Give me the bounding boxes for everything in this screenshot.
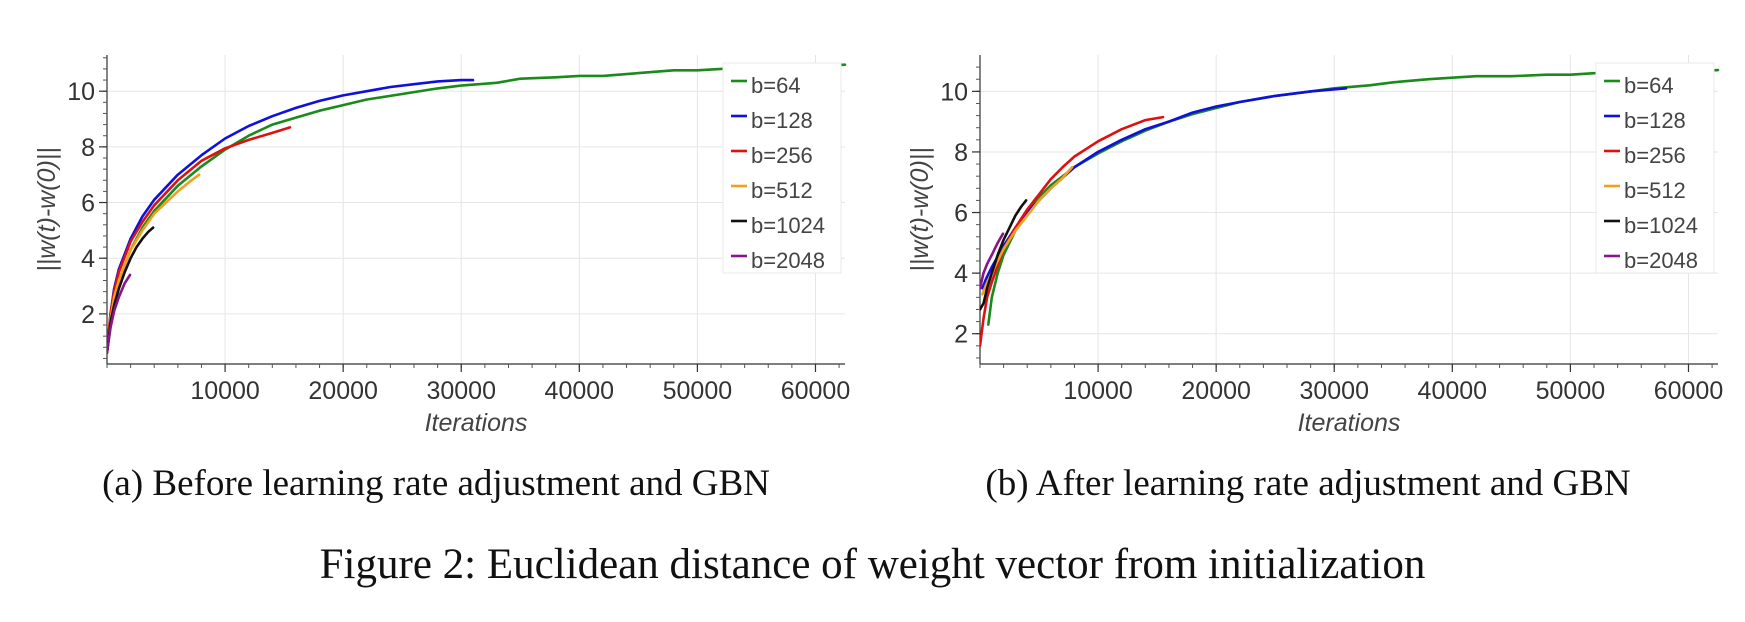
legend-label: b=1024 [751, 213, 825, 238]
series-line-b=64 [107, 63, 847, 355]
x-tick-label: 60000 [1654, 377, 1724, 405]
series-line-b=128 [981, 87, 1348, 290]
legend-label: b=128 [751, 108, 813, 133]
legend-label: b=64 [751, 73, 801, 98]
legend-label: b=256 [1624, 143, 1686, 168]
y-tick-label: 4 [954, 260, 968, 288]
y-axis-label: ||w(t)-w(0)|| [906, 147, 934, 272]
x-axis-label: Iterations [425, 409, 528, 437]
legend-label: b=128 [1624, 108, 1686, 133]
x-tick-label: 30000 [426, 377, 496, 405]
legend-label: b=2048 [751, 248, 825, 273]
legend-label: b=512 [751, 178, 813, 203]
legend-label: b=2048 [1624, 248, 1698, 273]
chart-a: 10000 20000 30000 40000 50000 60000 2 4 6 8 10 Iter… [33, 55, 851, 437]
x-tick-label: 20000 [308, 377, 378, 405]
chart-a-caption: (a) Before learning rate adjustment and … [102, 463, 770, 504]
legend-label: b=512 [1624, 178, 1686, 203]
series-line-b=1024 [980, 199, 1028, 311]
x-tick-label: 10000 [190, 377, 260, 405]
chart-b-caption: (b) After learning rate adjustment and G… [985, 463, 1631, 504]
legend-box [722, 62, 842, 274]
legend-label: b=256 [751, 143, 813, 168]
series-line-b=256 [107, 126, 292, 355]
y-tick-label: 2 [81, 301, 95, 329]
series-line-b=512 [107, 173, 201, 355]
series-line-b=2048 [980, 232, 1005, 290]
x-tick-label: 40000 [545, 377, 615, 405]
x-tick-label: 50000 [1536, 377, 1606, 405]
y-tick-label: 6 [81, 190, 95, 218]
y-tick-label: 2 [954, 321, 968, 349]
x-tick-label: 10000 [1063, 377, 1133, 405]
x-axis-label: Iterations [1298, 409, 1401, 437]
x-tick-label: 30000 [1299, 377, 1369, 405]
series-line-b=2048 [107, 273, 132, 355]
y-tick-label: 8 [81, 134, 95, 162]
y-tick-label: 8 [954, 139, 968, 167]
x-tick-label: 20000 [1181, 377, 1251, 405]
legend-label: b=64 [1624, 73, 1674, 98]
x-tick-label: 40000 [1418, 377, 1488, 405]
x-tick-label: 60000 [781, 377, 851, 405]
chart-b: 10000 20000 30000 40000 50000 60000 2 4 6 8 10 Iter… [906, 55, 1724, 437]
y-axis-label: ||w(t)-w(0)|| [33, 147, 61, 272]
chart-panel-a: 10000 20000 30000 40000 50000 60000 2 4 6 8 10 Iter… [0, 0, 872, 560]
series-line-b=256 [980, 115, 1165, 348]
figure-caption: Figure 2: Euclidean distance of weight v… [319, 541, 1426, 588]
series-line-b=128 [107, 78, 475, 355]
legend-label: b=1024 [1624, 213, 1698, 238]
x-tick-label: 50000 [663, 377, 733, 405]
y-tick-label: 4 [81, 245, 95, 273]
chart-panel-b: 10000 20000 30000 40000 50000 60000 2 4 6 8 10 Iter… [872, 0, 1744, 560]
y-tick-label: 10 [940, 78, 968, 106]
y-tick-label: 10 [67, 78, 95, 106]
legend-box [1595, 62, 1715, 274]
y-tick-label: 6 [954, 200, 968, 228]
